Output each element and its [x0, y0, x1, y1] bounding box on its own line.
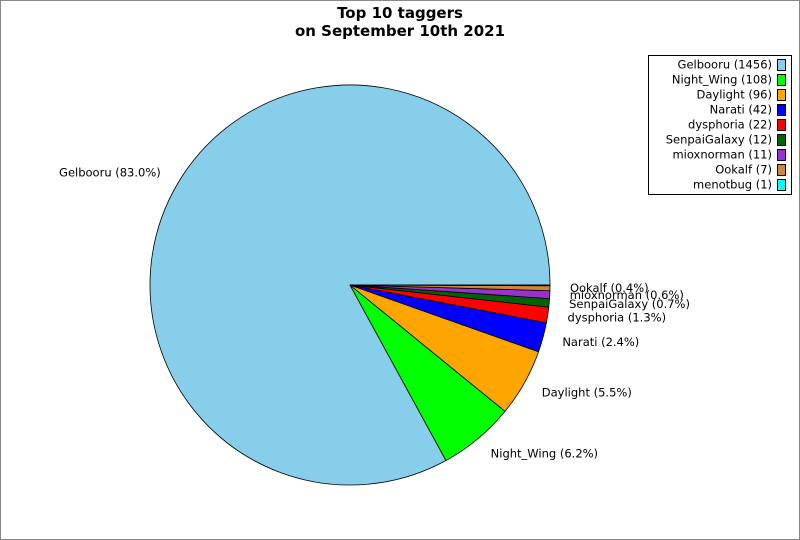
legend-swatch [777, 179, 786, 191]
legend: Gelbooru (1456)Night_Wing (108)Daylight … [648, 55, 792, 195]
slice-label: Gelbooru (83.0%) [59, 165, 161, 179]
legend-label: Narati (42) [710, 103, 772, 117]
chart-title: Top 10 taggers on September 10th 2021 [295, 4, 505, 40]
legend-swatch [777, 104, 786, 116]
slice-label: Narati (2.4%) [562, 335, 639, 349]
slice-label: Daylight (5.5%) [542, 385, 632, 399]
slice-label: Night_Wing (6.2%) [491, 447, 598, 461]
legend-label: Daylight (96) [697, 88, 772, 102]
legend-swatch [777, 119, 786, 131]
legend-label: dysphoria (22) [688, 118, 772, 132]
legend-swatch [777, 89, 786, 101]
legend-label: Ookalf (7) [715, 163, 772, 177]
slice-labels: Gelbooru (83.0%) Night_Wing (6.2%) Dayligh… [59, 165, 690, 460]
slice-label: Ookalf (0.4%) [570, 281, 649, 295]
slice-label: SenpaiGalaxy (0.7%) [569, 297, 690, 311]
legend-label: Night_Wing (108) [672, 73, 772, 87]
legend-label: Gelbooru (1456) [678, 58, 772, 72]
slice-label: dysphoria (1.3%) [568, 310, 667, 324]
legend-swatch [777, 74, 786, 86]
slice-label: mioxnorman (0.6%) [570, 288, 684, 302]
legend-label: menotbug (1) [693, 178, 772, 192]
legend-swatch [777, 134, 786, 146]
legend-swatch [777, 149, 786, 161]
slice [349, 284, 551, 287]
legend-swatch [777, 164, 786, 176]
legend-swatch [777, 59, 786, 71]
legend-label: SenpaiGalaxy (12) [666, 133, 772, 147]
pie [149, 84, 551, 486]
legend-box [648, 55, 792, 195]
legend-label: mioxnorman (11) [672, 148, 772, 162]
